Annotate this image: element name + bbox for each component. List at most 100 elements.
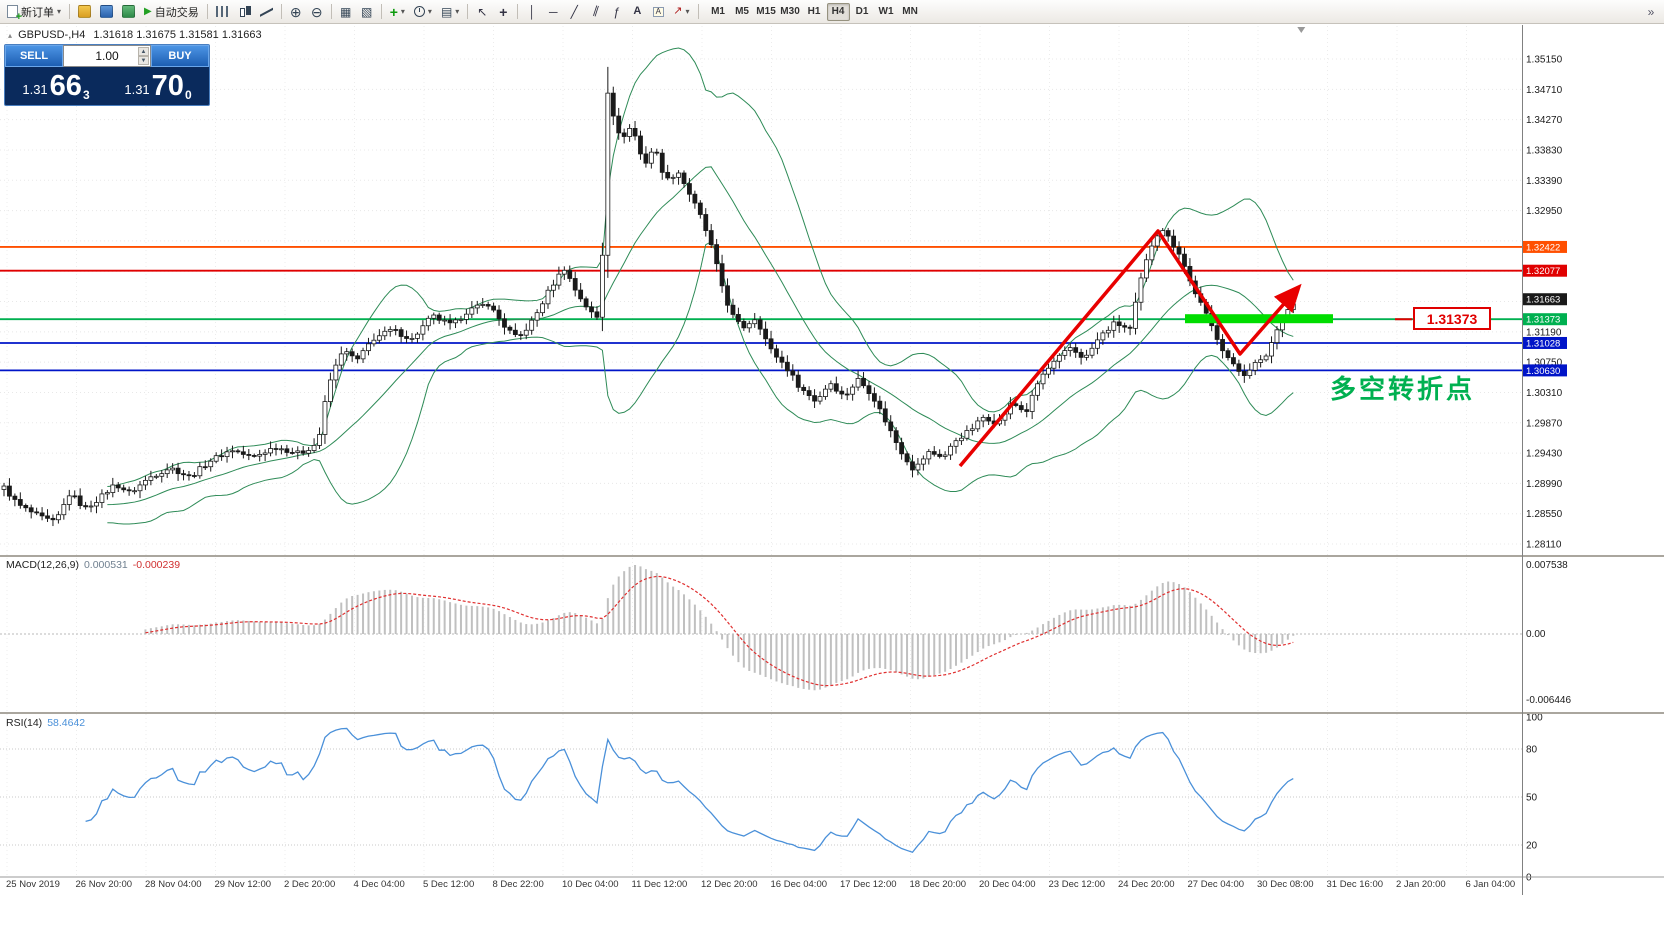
svg-text:1.31190: 1.31190 <box>1526 327 1562 338</box>
svg-text:1.28990: 1.28990 <box>1526 479 1563 490</box>
macd-label: MACD(12,26,9) 0.000531 -0.000239 <box>6 559 180 571</box>
rsi-name: RSI(14) <box>6 717 43 729</box>
svg-text:1.31028: 1.31028 <box>1526 338 1560 349</box>
fibonacci-button[interactable] <box>606 2 626 22</box>
price-tag: 1.31373 <box>1523 313 1567 326</box>
buy-price-prefix: 1.31 <box>124 81 150 97</box>
tile-windows-button[interactable] <box>336 2 356 22</box>
rsi-layer <box>0 727 1522 854</box>
svg-text:0.007538: 0.007538 <box>1526 560 1568 571</box>
cascade-windows-button[interactable] <box>357 2 377 22</box>
price-tag: 1.31663 <box>1523 293 1567 306</box>
sell-price: 1.31 66 3 <box>5 67 107 105</box>
line-chart-button[interactable] <box>256 2 277 22</box>
buy-price: 1.31 70 0 <box>107 67 209 105</box>
sell-button[interactable]: SELL <box>5 45 63 67</box>
fibonacci-icon <box>613 6 620 18</box>
toolbar-overflow-button[interactable] <box>1641 2 1661 22</box>
svg-text:1.34270: 1.34270 <box>1526 115 1563 126</box>
cursor-button[interactable] <box>472 2 492 22</box>
text-label-button[interactable] <box>648 2 668 22</box>
line-chart-icon <box>260 5 273 18</box>
market-watch-button[interactable] <box>74 2 95 22</box>
svg-text:1.30310: 1.30310 <box>1526 388 1563 399</box>
timeframe-button-H4[interactable]: H4 <box>826 2 850 21</box>
svg-text:1.33830: 1.33830 <box>1526 145 1563 156</box>
timeframe-button-MN[interactable]: MN <box>902 6 918 17</box>
time-axis-label: 25 Nov 2019 <box>6 879 60 890</box>
text-button[interactable] <box>627 2 647 22</box>
chart-marker-icon: ▴ <box>8 31 13 40</box>
buy-button[interactable]: BUY <box>151 45 209 67</box>
separator <box>467 4 469 19</box>
svg-text:20: 20 <box>1526 841 1538 852</box>
main-toolbar: 新订单 自动交易 M1 M5 M15 M30 H1 H4 D1 W1 MN <box>0 0 1664 24</box>
svg-text:1.32077: 1.32077 <box>1526 266 1560 277</box>
time-axis-label: 20 Dec 04:00 <box>979 879 1036 890</box>
trendline-button[interactable] <box>564 2 584 22</box>
timeframe-button-M1[interactable]: M1 <box>711 6 725 17</box>
navigator-button[interactable] <box>118 2 139 22</box>
crosshair-button[interactable] <box>493 2 513 22</box>
indicators-button[interactable] <box>386 2 409 22</box>
symbol-title: GBPUSD-,H4 <box>18 29 86 41</box>
svg-text:-0.006446: -0.006446 <box>1526 695 1571 706</box>
volume-value: 1.00 <box>95 49 119 63</box>
one-click-trading-widget: SELL 1.00 ▲ ▼ BUY 1.31 66 3 1.31 70 0 <box>4 44 210 106</box>
indicators-plus-icon <box>390 5 398 19</box>
autotrading-play-icon <box>144 7 152 17</box>
separator <box>330 4 332 19</box>
macd-value-main: 0.000531 <box>83 559 128 571</box>
turning-point-annotation: 多空转折点 <box>1330 374 1476 404</box>
timeframe-button-M30[interactable]: M30 <box>780 6 800 17</box>
cursor-icon <box>477 6 487 18</box>
timeframe-button-M5[interactable]: M5 <box>735 6 749 17</box>
time-axis-label: 18 Dec 20:00 <box>909 879 967 890</box>
periods-button[interactable] <box>410 2 436 22</box>
zoom-in-icon <box>290 5 302 19</box>
zoom-out-button[interactable] <box>307 2 327 22</box>
autotrading-button[interactable]: 自动交易 <box>140 2 203 22</box>
time-axis-label: 2 Jan 20:00 <box>1396 879 1446 890</box>
zoom-in-button[interactable] <box>286 2 306 22</box>
volume-stepper[interactable]: 1.00 ▲ ▼ <box>63 45 151 67</box>
zoom-out-icon <box>311 5 323 19</box>
clock-icon <box>413 6 425 17</box>
candlestick-chart-button[interactable] <box>234 2 255 22</box>
price-tag: 1.32422 <box>1523 240 1567 253</box>
bollinger-layer <box>107 47 1294 525</box>
svg-text:0.00: 0.00 <box>1526 629 1546 640</box>
time-axis-label: 23 Dec 12:00 <box>1048 879 1106 890</box>
data-window-icon <box>100 5 114 18</box>
timeframe-button-W1[interactable]: W1 <box>878 6 894 17</box>
timeframe-button-M15[interactable]: M15 <box>756 6 776 17</box>
time-axis-label: 8 Dec 22:00 <box>492 879 544 890</box>
svg-text:1.28110: 1.28110 <box>1526 540 1562 551</box>
data-window-button[interactable] <box>96 2 117 22</box>
chevron-down-icon <box>428 8 432 16</box>
volume-up-icon[interactable]: ▲ <box>138 47 149 56</box>
timeframe-button-H1[interactable]: H1 <box>807 6 821 17</box>
svg-text:1.32950: 1.32950 <box>1526 206 1563 217</box>
separator <box>280 4 282 19</box>
arrow-icon <box>673 6 682 17</box>
template-icon <box>441 6 452 18</box>
arrows-button[interactable] <box>669 2 693 22</box>
bar-chart-button[interactable] <box>212 2 233 22</box>
volume-down-icon[interactable]: ▼ <box>138 56 149 65</box>
new-order-button[interactable]: 新订单 <box>3 2 65 23</box>
vertical-line-button[interactable] <box>522 2 542 22</box>
symbol-header: ▴ GBPUSD-,H4 1.31618 1.31675 1.31581 1.3… <box>8 29 262 41</box>
timeframe-button-D1[interactable]: D1 <box>855 6 869 17</box>
time-axis[interactable]: 25 Nov 2019 26 Nov 20:00 28 Nov 04:00 29 No… <box>0 879 1522 894</box>
time-axis-label: 27 Dec 04:00 <box>1187 879 1245 890</box>
horizontal-line-button[interactable] <box>543 2 563 22</box>
channel-button[interactable] <box>585 2 605 22</box>
templates-button[interactable] <box>437 2 463 22</box>
timeframe-toolbar: M1 M5 M15 M30 H1 H4 D1 W1 MN <box>707 2 922 21</box>
time-axis-label: 5 Dec 12:00 <box>423 879 475 890</box>
macd-layer <box>0 565 1522 691</box>
chevron-down-icon <box>455 8 459 16</box>
navigator-icon <box>122 5 136 18</box>
